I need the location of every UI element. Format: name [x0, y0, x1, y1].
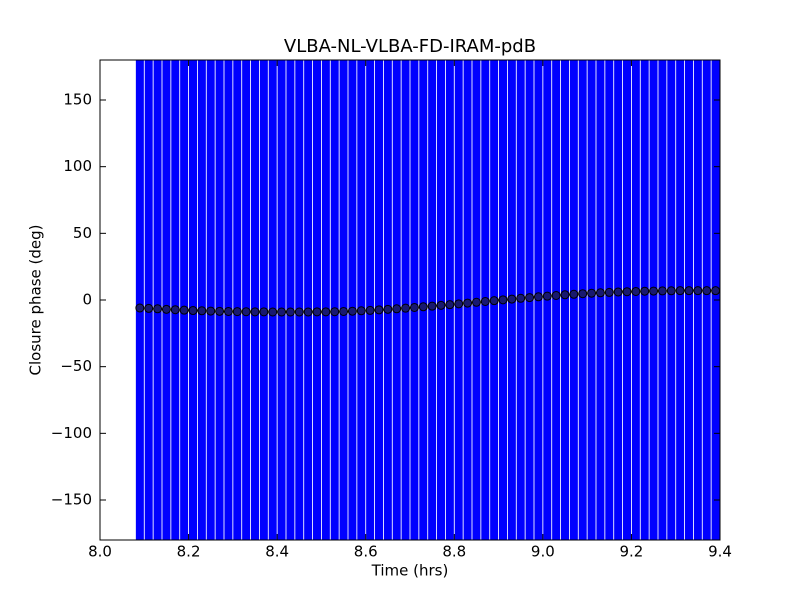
- data-point: [268, 307, 278, 317]
- data-point: [401, 303, 411, 313]
- y-tick-label: −100: [51, 424, 92, 442]
- data-point: [206, 306, 216, 316]
- data-point: [684, 286, 694, 296]
- x-tick-label: 9.0: [531, 543, 555, 561]
- x-tick-label: 8.2: [177, 543, 201, 561]
- y-axis-label: Closure phase (deg): [27, 225, 45, 376]
- data-point: [542, 291, 552, 301]
- data-point: [215, 306, 225, 316]
- data-point: [604, 287, 614, 297]
- data-point: [454, 299, 464, 309]
- data-point: [613, 287, 623, 297]
- data-point: [480, 296, 490, 306]
- data-point: [702, 286, 712, 296]
- data-point: [463, 298, 473, 308]
- y-tick-label: −50: [60, 357, 92, 375]
- data-point: [427, 301, 437, 311]
- data-point: [711, 286, 720, 296]
- x-tick-label: 9.2: [619, 543, 643, 561]
- data-point: [587, 288, 597, 298]
- x-tick-label: 8.8: [442, 543, 466, 561]
- data-point: [409, 302, 419, 312]
- data-point: [285, 307, 295, 317]
- data-point: [498, 295, 508, 305]
- data-point: [569, 289, 579, 299]
- data-point: [250, 307, 260, 317]
- data-point: [223, 306, 233, 316]
- data-point: [631, 286, 641, 296]
- data-point: [525, 293, 535, 303]
- data-point: [551, 290, 561, 300]
- data-point: [657, 286, 667, 296]
- data-point: [161, 304, 171, 314]
- data-point: [303, 307, 313, 317]
- data-point: [622, 287, 632, 297]
- data-point: [294, 307, 304, 317]
- data-point: [675, 286, 685, 296]
- data-point: [277, 307, 287, 317]
- data-point: [578, 289, 588, 299]
- data-point: [418, 302, 428, 312]
- y-tick-label: 150: [63, 91, 92, 109]
- data-point: [693, 286, 703, 296]
- chart-title: VLBA-NL-VLBA-FD-IRAM-pdB: [284, 36, 536, 57]
- x-tick-label: 8.0: [88, 543, 112, 561]
- y-tick-label: 50: [73, 224, 92, 242]
- data-point: [516, 293, 526, 303]
- data-point: [197, 306, 207, 316]
- data-point: [170, 305, 180, 315]
- data-point: [436, 300, 446, 310]
- x-tick-label: 8.4: [265, 543, 289, 561]
- data-point: [144, 303, 154, 313]
- data-point: [153, 304, 163, 314]
- data-point: [179, 305, 189, 315]
- data-point: [666, 286, 676, 296]
- data-point: [649, 286, 659, 296]
- x-tick-label: 9.4: [708, 543, 732, 561]
- data-point: [445, 300, 455, 310]
- data-point: [507, 294, 517, 304]
- data-point: [533, 292, 543, 302]
- x-axis-label: Time (hrs): [371, 562, 449, 580]
- data-point: [330, 307, 340, 317]
- data-point: [471, 297, 481, 307]
- data-point: [383, 304, 393, 314]
- data-point: [232, 307, 242, 317]
- data-point: [339, 306, 349, 316]
- data-point: [374, 305, 384, 315]
- y-tick-label: 0: [82, 291, 92, 309]
- data-point: [560, 290, 570, 300]
- data-point: [135, 303, 145, 313]
- data-point: [595, 288, 605, 298]
- data-point: [640, 286, 650, 296]
- data-point: [188, 306, 198, 316]
- data-point: [392, 304, 402, 314]
- data-point: [259, 307, 269, 317]
- data-point: [347, 306, 357, 316]
- data-point: [241, 307, 251, 317]
- data-point: [365, 305, 375, 315]
- data-point: [321, 307, 331, 317]
- data-point: [312, 307, 322, 317]
- plot-area: [135, 60, 720, 540]
- y-tick-label: 100: [63, 157, 92, 175]
- data-point: [489, 296, 499, 306]
- y-tick-label: −150: [51, 491, 92, 509]
- x-tick-label: 8.6: [354, 543, 378, 561]
- data-point: [356, 306, 366, 316]
